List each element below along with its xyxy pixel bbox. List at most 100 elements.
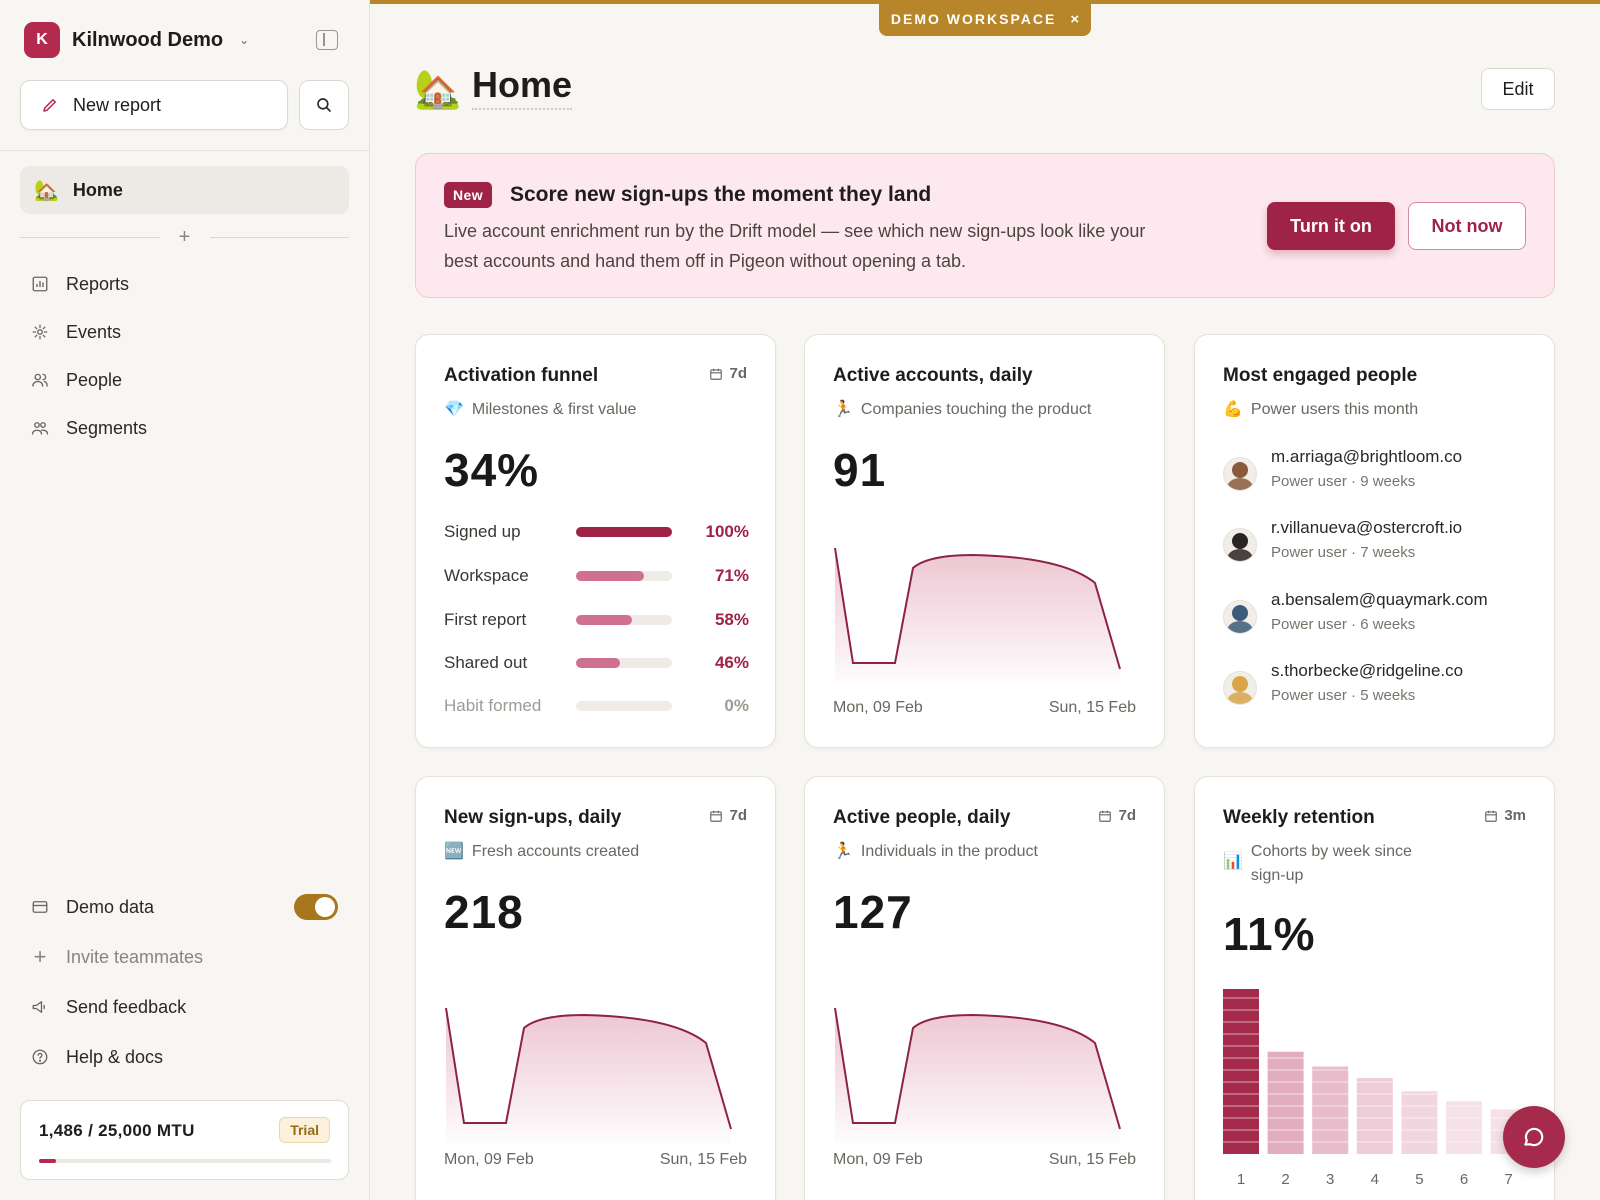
sidebar-item-invite[interactable]: + Invite teammates xyxy=(30,941,204,973)
turn-it-on-button[interactable]: Turn it on xyxy=(1267,202,1395,250)
card-subtitle: 🏃 Companies touching the product xyxy=(833,398,1091,422)
new-report-button[interactable]: New report xyxy=(20,80,288,130)
date-range-label: 7d xyxy=(729,365,747,382)
date-range[interactable]: 3m xyxy=(1484,807,1526,824)
sparkline-area xyxy=(446,1008,731,1143)
collapse-sidebar-icon[interactable] xyxy=(316,30,338,50)
funnel-step-fill xyxy=(576,571,645,581)
start-date: Mon, 09 Feb xyxy=(444,1151,534,1168)
signups-value: 218 xyxy=(444,886,524,938)
chat-button[interactable] xyxy=(1503,1106,1565,1168)
retention-bar xyxy=(1356,1078,1393,1154)
workspace-avatar: K xyxy=(24,22,60,58)
sidebar-item-reports[interactable]: Reports xyxy=(30,268,129,300)
search-button[interactable] xyxy=(299,80,349,130)
muscle-icon: 💪 xyxy=(1223,401,1243,418)
sidebar-item-events[interactable]: Events xyxy=(30,316,121,348)
end-date: Sun, 15 Feb xyxy=(1048,699,1136,716)
card-subtitle-text: Power users this month xyxy=(1250,401,1419,418)
mtu-usage-box[interactable]: 1,486 / 25,000 MTU Trial xyxy=(20,1100,349,1180)
funnel-step-fill xyxy=(576,615,632,625)
sidebar-item-people[interactable]: People xyxy=(30,364,122,396)
week-label: 2 xyxy=(1281,1171,1290,1188)
sidebar-item-feedback[interactable]: Send feedback xyxy=(30,991,186,1023)
card-title: Most engaged people xyxy=(1223,365,1418,386)
close-icon[interactable]: × xyxy=(1070,10,1080,28)
calendar-icon xyxy=(710,368,723,380)
card-subtitle-text: Fresh accounts created xyxy=(471,843,640,860)
funnel-step-percent: 58% xyxy=(714,610,749,629)
person-row[interactable]: s.thorbecke@ridgeline.co Power user · 5 w… xyxy=(1223,661,1463,705)
avatar xyxy=(1223,457,1257,491)
card-title: Active people, daily xyxy=(833,807,1011,828)
page-title[interactable]: Home xyxy=(472,64,573,110)
new-signups-card[interactable]: New sign-ups, daily 7d 🆕 Fresh accounts … xyxy=(415,776,776,1200)
demo-data-label: Demo data xyxy=(66,896,155,917)
promo-banner: New Score new sign-ups the moment they l… xyxy=(415,153,1555,298)
active-people-card[interactable]: Active people, daily 7d 🏃 Individuals in… xyxy=(804,776,1165,1200)
sparkline-line xyxy=(834,1007,1121,1130)
activation-funnel-card[interactable]: Activation funnel 7d 💎 Milestones & firs… xyxy=(415,334,776,748)
week-label: 5 xyxy=(1415,1171,1424,1188)
person-row[interactable]: m.arriaga@brightloom.co Power user · 9 we… xyxy=(1223,447,1462,491)
funnel-step-label: First report xyxy=(444,610,527,629)
chevron-down-icon: ⌄ xyxy=(239,33,250,47)
funnel-step-fill xyxy=(576,658,621,668)
person-row[interactable]: a.bensalem@quaymark.com Power user · 6 we… xyxy=(1223,590,1488,634)
person-meta: Power user · 5 weeks xyxy=(1271,687,1416,704)
feedback-label: Send feedback xyxy=(66,996,187,1017)
sparkline-line xyxy=(445,1007,732,1130)
not-now-button[interactable]: Not now xyxy=(1408,202,1526,250)
retention-bar xyxy=(1267,1051,1304,1154)
card-subtitle: 💪 Power users this month xyxy=(1223,398,1418,422)
gem-icon: 💎 xyxy=(444,401,464,418)
avatar xyxy=(1223,671,1257,705)
retention-value: 11% xyxy=(1223,908,1316,960)
sidebar-item-home[interactable]: 🏡 Home xyxy=(20,166,349,214)
card-subtitle: 🏃 Individuals in the product xyxy=(833,840,1038,864)
sidebar-item-help[interactable]: Help & docs xyxy=(30,1041,163,1073)
weekly-retention-card[interactable]: Weekly retention 3m 📊 Cohorts by week si… xyxy=(1194,776,1555,1200)
card-subtitle-text: Companies touching the product xyxy=(860,401,1092,418)
segments-icon xyxy=(30,418,50,438)
sidebar-item-segments[interactable]: Segments xyxy=(30,412,147,444)
avatar xyxy=(1223,600,1257,634)
active-accounts-value: 91 xyxy=(833,444,887,496)
workspace-name: Kilnwood Demo xyxy=(72,28,224,51)
add-dashboard-icon[interactable]: + xyxy=(178,225,191,248)
new-badge: New xyxy=(444,182,492,208)
person-email: m.arriaga@brightloom.co xyxy=(1271,447,1463,466)
plus-icon: + xyxy=(33,944,47,969)
card-title: New sign-ups, daily xyxy=(444,807,622,828)
edit-button[interactable]: Edit xyxy=(1481,68,1555,110)
funnel-step-label: Signed up xyxy=(444,522,521,541)
signups-sparkline xyxy=(445,1007,732,1143)
card-subtitle: 💎 Milestones & first value xyxy=(444,398,636,422)
date-range[interactable]: 7d xyxy=(709,365,747,382)
funnel-step-bar xyxy=(576,527,672,537)
workspace-switcher[interactable]: K Kilnwood Demo ⌄ xyxy=(24,22,249,58)
person-email: s.thorbecke@ridgeline.co xyxy=(1271,661,1464,680)
retention-bar xyxy=(1401,1091,1438,1154)
person-row[interactable]: r.villanueva@ostercroft.io Power user · 7… xyxy=(1223,518,1462,562)
calendar-icon xyxy=(1485,810,1498,822)
card-subtitle: 📊 Cohorts by week since sign-up xyxy=(1223,840,1443,888)
funnel-step-bar xyxy=(576,701,672,711)
active-people-value: 127 xyxy=(833,886,913,938)
funnel-step-percent: 71% xyxy=(714,566,749,585)
sidebar-item-label: Home xyxy=(72,179,123,200)
mtu-usage-text: 1,486 / 25,000 MTU xyxy=(39,1121,195,1140)
demo-data-toggle[interactable] xyxy=(294,894,338,920)
active-accounts-card[interactable]: Active accounts, daily 🏃 Companies touch… xyxy=(804,334,1165,748)
most-engaged-card[interactable]: Most engaged people 💪 Power users this m… xyxy=(1194,334,1555,748)
end-date: Sun, 15 Feb xyxy=(1048,1151,1136,1168)
date-range[interactable]: 7d xyxy=(709,807,747,824)
date-range[interactable]: 7d xyxy=(1098,807,1136,824)
person-meta: Power user · 6 weeks xyxy=(1271,616,1416,633)
new-icon: 🆕 xyxy=(444,843,464,860)
retention-bar xyxy=(1312,1066,1349,1154)
sparkline-line xyxy=(834,547,1121,670)
person-email: r.villanueva@ostercroft.io xyxy=(1271,518,1463,537)
trial-badge: Trial xyxy=(279,1117,330,1143)
sidebar-item-label: Events xyxy=(66,321,122,342)
